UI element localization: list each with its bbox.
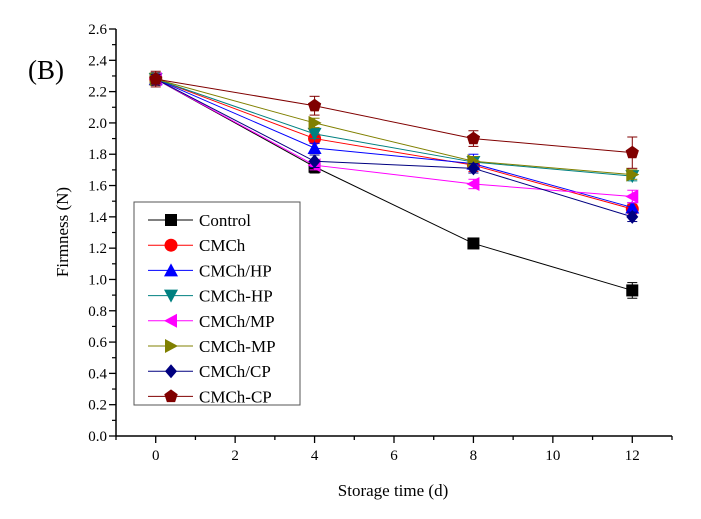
series-cmch-hp (148, 72, 640, 214)
y-tick-label: 1.2 (88, 241, 107, 257)
marker-pentagon (164, 389, 178, 403)
marker-triangle-left (625, 189, 639, 204)
y-axis-label: Firmness (N) (53, 187, 72, 277)
x-tick-label: 4 (311, 448, 319, 464)
x-tick-label: 2 (231, 448, 239, 464)
y-tick-label: 1.6 (88, 179, 107, 195)
series-cmch-mp (148, 72, 639, 204)
legend-label: CMCh/CP (199, 362, 271, 381)
series-line (155, 78, 633, 208)
y-tick-label: 2.4 (88, 53, 107, 69)
legend-label: CMCh/HP (199, 261, 272, 280)
x-tick-label: 6 (390, 448, 398, 464)
marker-triangle-down (164, 289, 178, 303)
y-tick-label: 1.8 (88, 147, 107, 163)
marker-square (165, 214, 177, 226)
legend-label: CMCh/MP (199, 312, 275, 331)
series-line (155, 78, 633, 218)
y-tick-label: 0.0 (88, 429, 107, 445)
y-tick-label: 0.8 (88, 304, 107, 320)
series-line (155, 78, 633, 291)
series-line (155, 78, 633, 177)
y-tick-label: 2.2 (88, 85, 107, 101)
series-line (155, 78, 633, 154)
x-tick-label: 10 (545, 448, 560, 464)
y-tick-label: 0.2 (88, 398, 107, 414)
series-cmch-cp (149, 72, 639, 224)
legend-item: CMCh/CP (148, 362, 271, 381)
marker-diamond (165, 364, 177, 379)
marker-circle (164, 238, 178, 252)
legend-item: CMCh/MP (148, 312, 275, 331)
x-axis-label: Storage time (d) (338, 481, 448, 500)
marker-square (626, 284, 639, 297)
marker-pentagon (149, 72, 163, 85)
y-tick-label: 1.0 (88, 272, 107, 288)
marker-triangle-left (466, 176, 480, 191)
marker-triangle-up (164, 263, 178, 277)
marker-triangle-right (626, 167, 640, 182)
marker-pentagon (307, 98, 322, 112)
marker-triangle-right (308, 115, 322, 130)
marker-pentagon (466, 131, 481, 145)
marker-pentagon (625, 145, 639, 159)
marker-diamond (467, 161, 480, 176)
series-line (155, 78, 633, 210)
legend-item: CMCh-MP (148, 337, 276, 356)
y-tick-label: 0.6 (88, 335, 107, 351)
marker-triangle-left (164, 313, 177, 328)
panel-label: (B) (28, 55, 64, 85)
marker-triangle-up (307, 140, 322, 154)
legend-item: CMCh-CP (148, 387, 272, 406)
legend-item: CMCh (148, 236, 246, 255)
series-cmch-hp (148, 73, 640, 184)
series-lines (148, 70, 640, 299)
marker-diamond (308, 154, 321, 169)
series-line (155, 78, 633, 197)
legend-label: CMCh-MP (199, 337, 276, 356)
y-tick-label: 2.6 (88, 22, 107, 38)
marker-diamond (626, 209, 639, 224)
marker-triangle-right (165, 339, 178, 353)
legend-label: CMCh (199, 236, 246, 255)
legend-label: CMCh-CP (199, 387, 272, 406)
x-tick-label: 12 (625, 448, 640, 464)
series-line (155, 78, 633, 176)
marker-square (467, 237, 480, 250)
legend-item: Control (148, 211, 251, 230)
legend: Control CMCh CMCh/HP CMCh-HP CMCh/MP CMCh-MP C… (133, 201, 301, 406)
axes: 0.0 0.2 0.4 0.6 0.8 1.0 1.2 1.4 1.6 1.8 2.0 2.2 2.4 2… (88, 22, 673, 464)
x-tick-label: 0 (152, 448, 160, 464)
legend-label: Control (199, 211, 251, 230)
marker-triangle-up (625, 200, 640, 214)
legend-item: CMCh/HP (148, 261, 272, 280)
x-tick-label: 8 (470, 448, 478, 464)
legend-label: CMCh-HP (199, 287, 273, 306)
marker-triangle-down (307, 127, 322, 141)
series-cmch-cp (149, 70, 639, 169)
legend-item: CMCh-HP (148, 287, 273, 306)
y-tick-label: 2.0 (88, 116, 107, 132)
y-tick-label: 0.4 (88, 366, 107, 382)
series-cmch (149, 72, 639, 216)
y-tick-label: 1.4 (88, 210, 107, 226)
